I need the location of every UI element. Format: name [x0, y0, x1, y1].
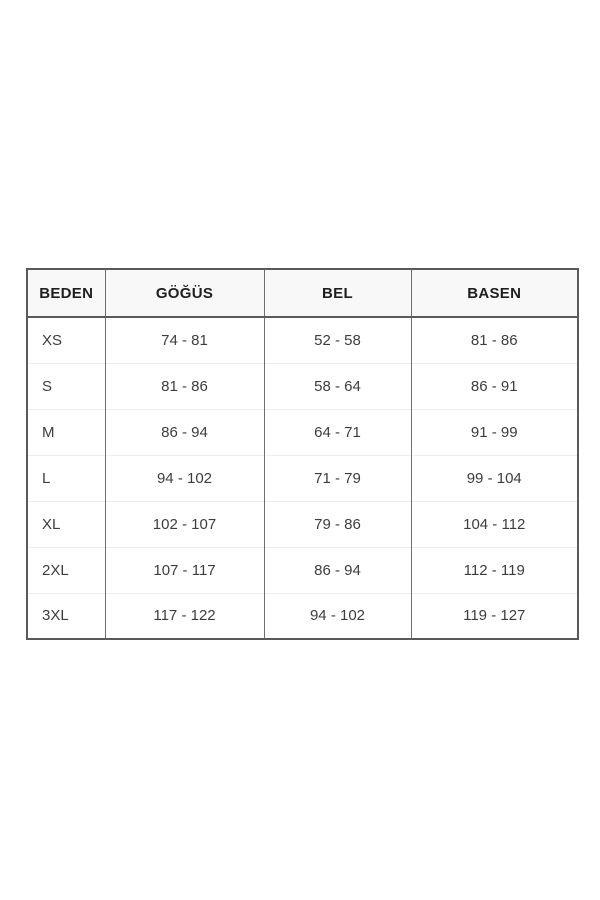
cell-waist: 94 - 102 — [263, 592, 411, 639]
size-chart-table: BEDEN GÖĞÜS BEL BASEN XS 74 - 81 52 - 58… — [26, 268, 579, 640]
header-cell-size: BEDEN — [27, 269, 105, 318]
cell-chest: 94 - 102 — [104, 454, 264, 501]
cell-size: 3XL — [27, 592, 105, 639]
cell-chest: 107 - 117 — [104, 546, 264, 593]
cell-chest: 81 - 86 — [104, 362, 264, 409]
table-row: 2XL 107 - 117 86 - 94 112 - 119 — [27, 546, 578, 593]
header-row: BEDEN GÖĞÜS BEL BASEN — [27, 269, 578, 318]
table-row: 3XL 117 - 122 94 - 102 119 - 127 — [27, 592, 578, 639]
table-row: XS 74 - 81 52 - 58 81 - 86 — [27, 317, 578, 363]
table-row: XL 102 - 107 79 - 86 104 - 112 — [27, 500, 578, 547]
cell-hips: 112 - 119 — [410, 546, 578, 593]
cell-chest: 102 - 107 — [104, 500, 264, 547]
cell-waist: 79 - 86 — [263, 500, 411, 547]
cell-hips: 91 - 99 — [410, 408, 578, 455]
cell-chest: 74 - 81 — [104, 317, 264, 363]
cell-size: L — [27, 454, 105, 501]
table-row: M 86 - 94 64 - 71 91 - 99 — [27, 408, 578, 455]
cell-size: XS — [27, 317, 105, 363]
cell-waist: 64 - 71 — [263, 408, 411, 455]
cell-size: M — [27, 408, 105, 455]
cell-size: XL — [27, 500, 105, 547]
cell-hips: 86 - 91 — [410, 362, 578, 409]
cell-size: S — [27, 362, 105, 409]
cell-waist: 71 - 79 — [263, 454, 411, 501]
table-row: L 94 - 102 71 - 79 99 - 104 — [27, 454, 578, 501]
cell-hips: 119 - 127 — [410, 592, 578, 639]
cell-hips: 104 - 112 — [410, 500, 578, 547]
cell-size: 2XL — [27, 546, 105, 593]
header-cell-waist: BEL — [263, 269, 411, 318]
header-cell-chest: GÖĞÜS — [104, 269, 264, 318]
cell-hips: 81 - 86 — [410, 317, 578, 363]
cell-waist: 58 - 64 — [263, 362, 411, 409]
cell-waist: 52 - 58 — [263, 317, 411, 363]
cell-waist: 86 - 94 — [263, 546, 411, 593]
cell-chest: 86 - 94 — [104, 408, 264, 455]
cell-hips: 99 - 104 — [410, 454, 578, 501]
cell-chest: 117 - 122 — [104, 592, 264, 639]
table-row: S 81 - 86 58 - 64 86 - 91 — [27, 362, 578, 409]
header-cell-hips: BASEN — [410, 269, 578, 318]
size-chart-container: BEDEN GÖĞÜS BEL BASEN XS 74 - 81 52 - 58… — [26, 268, 579, 640]
